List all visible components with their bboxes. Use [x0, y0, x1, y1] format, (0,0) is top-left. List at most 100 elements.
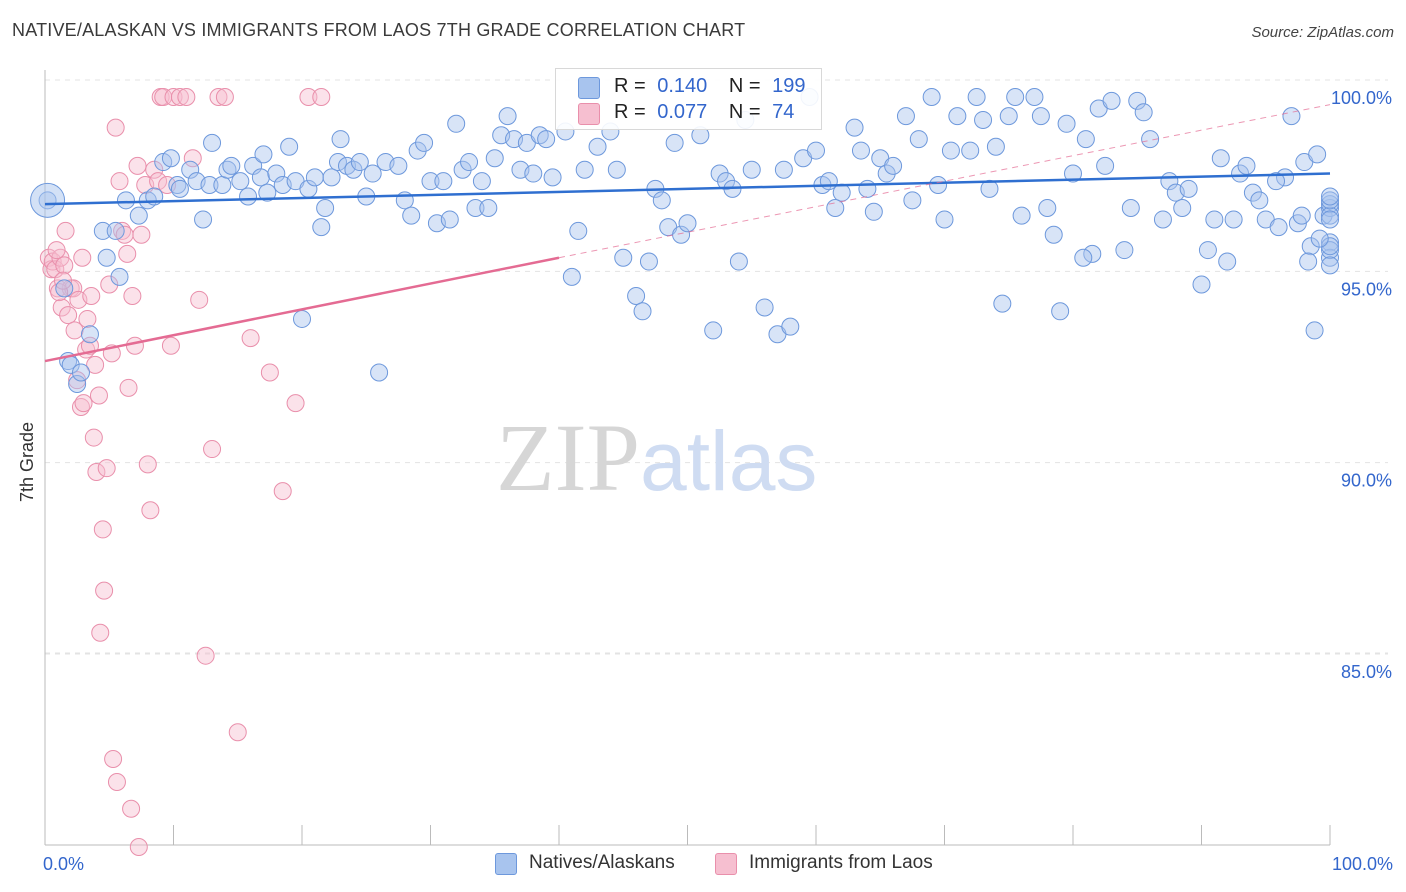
- natives-points-group: [30, 88, 1339, 393]
- data-point-natives: [717, 172, 736, 191]
- data-point-laos: [56, 221, 75, 240]
- watermark-zip: ZIP: [496, 404, 640, 511]
- data-point-natives: [1006, 88, 1025, 106]
- data-point-natives: [627, 286, 646, 305]
- data-point-natives: [562, 267, 581, 286]
- data-point-natives: [993, 294, 1012, 313]
- data-point-laos: [177, 88, 196, 106]
- data-point-laos: [123, 286, 142, 305]
- data-point-natives: [466, 198, 485, 217]
- bottom-legend-label-laos: Immigrants from Laos: [749, 852, 933, 873]
- x-tick-label: 100.0%: [1332, 854, 1393, 874]
- data-point-natives: [986, 137, 1005, 156]
- data-point-natives: [704, 321, 723, 340]
- data-point-natives: [71, 363, 90, 382]
- data-point-natives: [922, 88, 941, 106]
- data-point-laos: [125, 336, 144, 355]
- data-point-laos: [52, 298, 71, 317]
- data-point-laos: [86, 355, 105, 374]
- data-point-laos: [78, 309, 97, 328]
- data-point-natives: [639, 252, 658, 271]
- data-point-natives: [434, 172, 453, 191]
- data-point-natives: [781, 317, 800, 336]
- data-point-laos: [215, 88, 234, 106]
- data-point-natives: [170, 179, 189, 198]
- data-point-natives: [316, 198, 335, 217]
- data-point-laos: [138, 455, 157, 474]
- data-point-natives: [1299, 252, 1318, 271]
- data-point-natives: [851, 141, 870, 160]
- data-point-natives: [402, 206, 421, 225]
- data-point-natives: [322, 168, 341, 187]
- data-point-natives: [537, 130, 556, 149]
- data-point-natives: [961, 141, 980, 160]
- data-point-laos: [100, 275, 119, 294]
- data-point-natives: [408, 141, 427, 160]
- data-point-natives: [588, 137, 607, 156]
- data-point-natives: [344, 160, 363, 179]
- data-point-laos: [55, 256, 74, 275]
- data-point-natives: [1179, 179, 1198, 198]
- data-point-natives: [203, 133, 222, 152]
- y-tick-label: 90.0%: [1341, 471, 1392, 491]
- data-point-natives: [1224, 210, 1243, 229]
- data-point-laos: [286, 394, 305, 413]
- data-point-laos: [97, 459, 116, 478]
- data-point-natives: [1038, 198, 1057, 217]
- data-point-natives: [68, 375, 87, 393]
- data-point-natives: [1310, 229, 1329, 248]
- data-point-natives: [479, 198, 498, 217]
- data-point-natives: [267, 164, 286, 183]
- data-point-natives: [350, 153, 369, 172]
- data-point-natives: [543, 168, 562, 187]
- data-point-laos: [228, 723, 247, 742]
- data-point-natives: [1267, 172, 1286, 191]
- data-point-natives: [941, 141, 960, 160]
- data-point-laos: [183, 149, 202, 168]
- data-point-natives: [312, 218, 331, 237]
- legend-r-label: R =: [614, 75, 646, 97]
- data-point-laos: [170, 88, 189, 106]
- data-point-natives: [80, 325, 99, 344]
- data-point-natives: [884, 156, 903, 175]
- legend-n-label: N =: [728, 75, 761, 97]
- data-point-natives: [1134, 103, 1153, 122]
- data-point-natives: [421, 172, 440, 191]
- data-point-laos: [106, 118, 125, 137]
- data-point-natives: [1141, 130, 1160, 149]
- data-point-laos: [149, 172, 168, 191]
- data-point-natives: [858, 179, 877, 198]
- bottom-legend-swatch-laos: [715, 853, 737, 875]
- data-point-natives: [909, 130, 928, 149]
- trend-line-natives: [44, 172, 1331, 206]
- data-point-natives: [1276, 168, 1295, 187]
- data-point-laos: [132, 225, 151, 244]
- data-point-laos: [118, 244, 137, 263]
- data-point-natives: [30, 182, 66, 218]
- data-point-natives: [213, 176, 232, 195]
- data-point-natives: [1321, 241, 1339, 260]
- data-point-laos: [241, 329, 260, 348]
- data-point-natives: [774, 160, 793, 179]
- data-point-natives: [948, 107, 967, 126]
- data-point-natives: [1321, 187, 1339, 206]
- data-point-laos: [104, 750, 123, 769]
- data-point-natives: [1231, 164, 1250, 183]
- data-point-natives: [1282, 107, 1301, 126]
- chart-title: NATIVE/ALASKAN VS IMMIGRANTS FROM LAOS 7…: [12, 20, 746, 40]
- data-point-natives: [1205, 210, 1224, 229]
- data-point-laos: [312, 88, 331, 106]
- data-point-natives: [1308, 145, 1327, 164]
- data-point-natives: [1321, 237, 1339, 256]
- data-point-laos: [74, 394, 93, 413]
- data-point-natives: [254, 145, 273, 164]
- data-point-laos: [273, 482, 292, 501]
- data-point-natives: [1153, 210, 1172, 229]
- data-point-laos: [110, 172, 129, 191]
- y-tick-label: 100.0%: [1331, 88, 1392, 108]
- y-tick-label: 85.0%: [1341, 662, 1392, 682]
- data-point-laos: [209, 88, 228, 106]
- data-point-natives: [1031, 107, 1050, 126]
- data-point-natives: [1115, 241, 1134, 260]
- data-point-natives: [370, 363, 389, 382]
